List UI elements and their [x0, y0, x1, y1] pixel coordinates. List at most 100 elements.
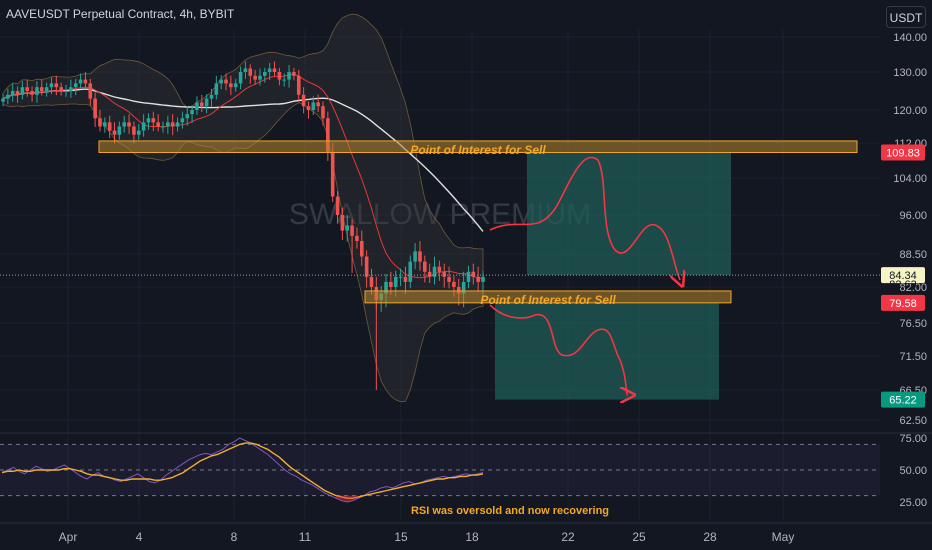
poi-zones: Point of Interest for Sell Point of Inter… — [98, 140, 858, 307]
candle-body — [340, 215, 345, 231]
target-boxes — [495, 152, 731, 400]
currency-button[interactable]: USDT — [886, 6, 926, 28]
price-tick-label: 71.50 — [899, 351, 927, 363]
candle-body — [141, 122, 146, 131]
candle-body — [107, 122, 112, 131]
rsi-tick-label: 25.00 — [899, 497, 927, 509]
candle-body — [10, 91, 15, 95]
candle-body — [369, 276, 374, 287]
time-tick-label: 11 — [299, 530, 312, 544]
candle-body — [287, 72, 291, 80]
candle-body — [316, 102, 320, 107]
rsi-oversold-fill — [335, 495, 359, 502]
chart-title: AAVEUSDT Perpetual Contract, 4h, BYBIT — [6, 7, 235, 21]
poi-label-lower: Point of Interest for Sell — [480, 293, 616, 307]
price-label-bg — [881, 144, 925, 161]
price-label-bg — [881, 391, 925, 408]
candle-body — [427, 271, 432, 277]
candle-body — [296, 75, 301, 95]
candle-body — [161, 126, 165, 128]
candle-body — [35, 87, 39, 95]
candle-body — [423, 261, 427, 272]
rsi-tick-label: 75.00 — [899, 433, 927, 445]
candle-body — [432, 266, 437, 277]
bollinger-fill — [2, 13, 484, 403]
rsi-tick-label: 50.00 — [899, 465, 927, 477]
candle-body — [398, 276, 403, 278]
time-tick-label: 4 — [136, 530, 143, 544]
price-tick-label: 120.00 — [893, 105, 927, 117]
candle-body — [364, 256, 369, 277]
time-tick-label: 18 — [465, 530, 479, 544]
candle-body — [15, 91, 20, 95]
candle-body — [345, 225, 350, 231]
candle-body — [456, 287, 461, 294]
candle-body — [335, 196, 340, 215]
candle-body — [437, 266, 442, 272]
candle-body — [403, 276, 408, 282]
price-tick-label: 82.00 — [899, 282, 927, 294]
candle-body — [204, 98, 209, 107]
candle-body — [258, 75, 262, 80]
candle-body — [243, 68, 248, 72]
candle-body — [224, 79, 228, 84]
candle-body — [355, 235, 359, 241]
candle-body — [166, 122, 170, 127]
candle-body — [384, 281, 388, 294]
candle-body — [64, 91, 68, 92]
candle-body — [389, 281, 393, 287]
candle-body — [209, 94, 214, 99]
candle-body — [282, 79, 287, 81]
candle-body — [481, 276, 485, 282]
candle-body — [267, 68, 272, 72]
candle-body — [151, 118, 156, 123]
candle-body — [103, 122, 107, 127]
candle-body — [272, 68, 277, 72]
candle-body — [88, 83, 93, 99]
poi-zone-lower — [364, 290, 732, 304]
candle-body — [25, 87, 30, 91]
candle-body — [170, 122, 175, 127]
price-label: 79.58 — [889, 298, 917, 310]
candle-body — [195, 102, 199, 110]
candle-body — [214, 83, 219, 95]
candle-body — [321, 106, 325, 119]
candle-body — [69, 87, 73, 91]
candle-body — [452, 281, 456, 287]
rsi-ma-line — [1, 442, 484, 499]
projection-arrow-upper — [489, 156, 680, 280]
time-tick-label: 25 — [632, 530, 646, 544]
candle-body — [447, 276, 451, 282]
candle-body — [461, 281, 466, 294]
candle-body — [306, 106, 311, 110]
price-tick-label: 104.00 — [893, 173, 927, 185]
price-label: 109.83 — [886, 147, 920, 159]
target-box — [495, 302, 719, 400]
candle-body — [175, 122, 180, 127]
poi-zone-upper — [98, 140, 858, 153]
candle-body — [350, 225, 354, 236]
candle-body — [132, 126, 136, 135]
candle-body — [146, 118, 151, 123]
candle-body — [253, 75, 257, 80]
candle-body — [229, 83, 233, 88]
candle-body — [98, 118, 102, 127]
price-label: 82.63 — [889, 279, 917, 291]
price-tick-label: 62.50 — [899, 415, 927, 427]
candle-body — [39, 87, 44, 91]
candle-body — [301, 94, 306, 107]
projection-arrow-lower — [489, 304, 628, 395]
candle-body — [476, 276, 480, 282]
bollinger-bands — [2, 13, 484, 403]
time-tick-label: 8 — [231, 530, 238, 544]
candle-body — [190, 110, 194, 115]
rsi-pane: 75.00 50.00 25.00 RSI was oversold and now … — [0, 432, 932, 517]
price-tick-label: 130.00 — [893, 67, 927, 79]
candle-body — [311, 102, 316, 110]
price-label-bg — [881, 267, 925, 284]
price-axis: 140.00130.00120.00112.00104.0096.0088.50… — [880, 0, 932, 550]
candle-body — [117, 126, 122, 135]
candle-body — [238, 72, 243, 84]
candle-body — [49, 83, 54, 88]
